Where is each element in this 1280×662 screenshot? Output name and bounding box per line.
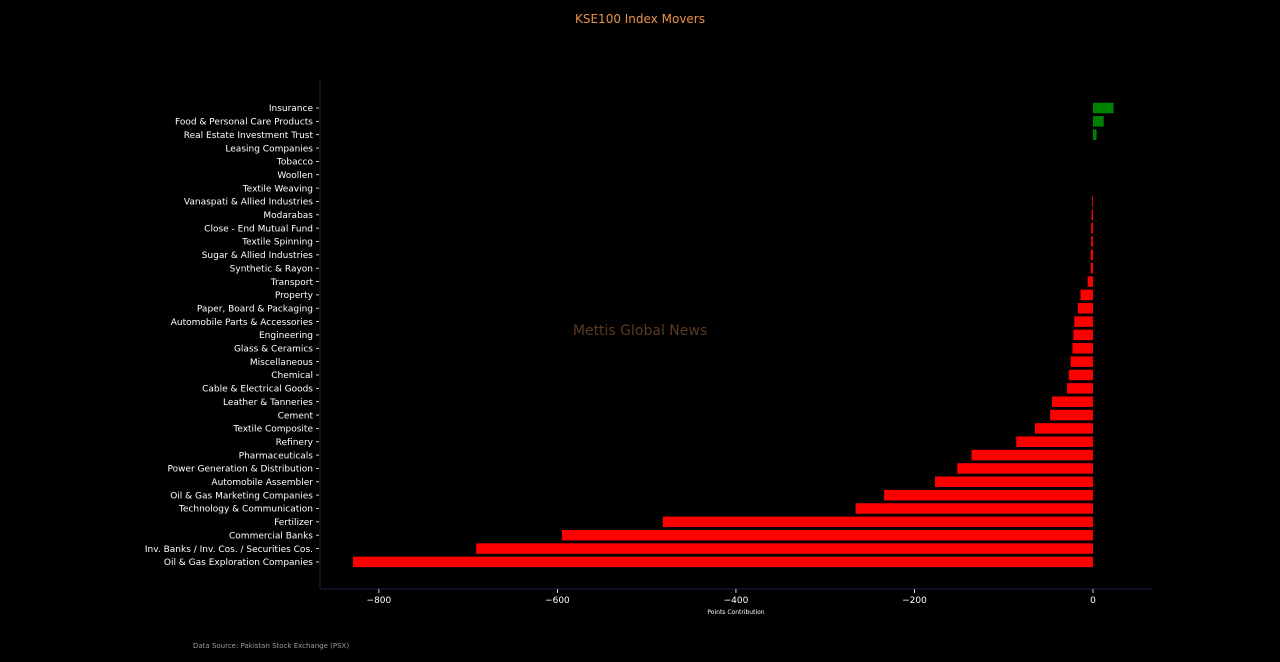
bars — [353, 102, 1114, 568]
category-label: Sugar & Allied Industries — [202, 251, 314, 261]
category-label: Food & Personal Care Products — [175, 118, 313, 128]
bar — [1092, 196, 1093, 207]
category-label: Pharmaceuticals — [239, 451, 314, 461]
bar — [662, 516, 1093, 528]
bar — [1034, 423, 1093, 434]
bar — [1016, 436, 1093, 447]
category-label: Textile Spinning — [241, 238, 313, 248]
bar — [1067, 383, 1093, 394]
category-label: Power Generation & Distribution — [167, 465, 313, 475]
category-label: Chemical — [271, 371, 313, 381]
category-label: Textile Weaving — [242, 184, 313, 194]
category-label: Miscellaneous — [250, 358, 313, 368]
category-label: Refinery — [276, 438, 314, 448]
bar — [1091, 222, 1093, 234]
bar — [1091, 236, 1093, 247]
category-label: Leasing Companies — [225, 144, 313, 154]
category-label: Cement — [278, 411, 314, 421]
x-tick-label: 0 — [1090, 596, 1096, 606]
x-ticks: −800 −600 −400 −200 0 — [367, 589, 1096, 606]
bar — [971, 449, 1093, 461]
bar — [934, 476, 1093, 488]
bar — [561, 529, 1093, 541]
bar — [1050, 409, 1093, 421]
bar — [1092, 116, 1104, 127]
category-label: Synthetic & Rayon — [230, 264, 313, 274]
bar — [1092, 102, 1114, 114]
bar — [1091, 209, 1093, 221]
x-tick-label: −200 — [902, 596, 927, 606]
category-label: Property — [275, 291, 314, 301]
bar — [957, 463, 1093, 474]
bar — [1072, 343, 1093, 354]
category-label: Commercial Banks — [229, 531, 313, 541]
data-source: Data Source: Pakistan Stock Exchange (PS… — [193, 642, 350, 650]
category-label: Technology & Communication — [178, 505, 313, 515]
category-labels: Insurance Food & Personal Care Products Re… — [145, 104, 319, 568]
bar — [1074, 316, 1093, 327]
x-tick-label: −600 — [545, 596, 570, 606]
bar — [1090, 262, 1093, 274]
bar — [476, 543, 1093, 554]
category-label: Engineering — [259, 331, 313, 341]
x-tick-label: −400 — [724, 596, 749, 606]
bar — [1068, 369, 1093, 381]
bar — [353, 556, 1093, 568]
category-label: Automobile Parts & Accessories — [171, 318, 314, 328]
category-label: Paper, Board & Packaging — [197, 304, 313, 314]
chart-title: KSE100 Index Movers — [574, 12, 705, 26]
bar — [1080, 289, 1093, 301]
category-label: Leather & Tanneries — [223, 398, 313, 408]
watermark: Mettis Global News — [573, 323, 707, 339]
bar — [855, 503, 1093, 514]
axes — [319, 80, 1151, 590]
bar — [1073, 329, 1093, 341]
category-label: Tobacco — [276, 158, 314, 168]
bar — [1070, 356, 1093, 367]
category-label: Vanaspati & Allied Industries — [184, 198, 313, 208]
bar — [884, 489, 1093, 501]
category-label: Oil & Gas Exploration Companies — [164, 558, 313, 568]
bar — [1051, 396, 1093, 407]
bar — [1077, 303, 1093, 314]
x-axis-label: Points Contribution — [707, 609, 764, 616]
x-tick-label: −800 — [367, 596, 392, 606]
bar — [1087, 276, 1093, 287]
category-label: Automobile Assembler — [211, 478, 313, 488]
category-label: Modarabas — [263, 211, 313, 221]
category-label: Insurance — [269, 104, 314, 114]
bar — [1092, 129, 1097, 140]
category-label: Oil & Gas Marketing Companies — [170, 491, 313, 501]
category-label: Real Estate Investment Trust — [184, 131, 314, 141]
category-label: Transport — [270, 278, 314, 288]
category-label: Close - End Mutual Fund — [204, 224, 313, 234]
category-label: Woollen — [277, 171, 313, 181]
category-label: Cable & Electrical Goods — [202, 385, 313, 395]
category-label: Inv. Banks / Inv. Cos. / Securities Cos. — [145, 545, 313, 555]
category-label: Glass & Ceramics — [234, 345, 313, 355]
category-label: Textile Composite — [232, 425, 313, 435]
category-label: Fertilizer — [274, 518, 313, 528]
bar — [1090, 249, 1093, 261]
